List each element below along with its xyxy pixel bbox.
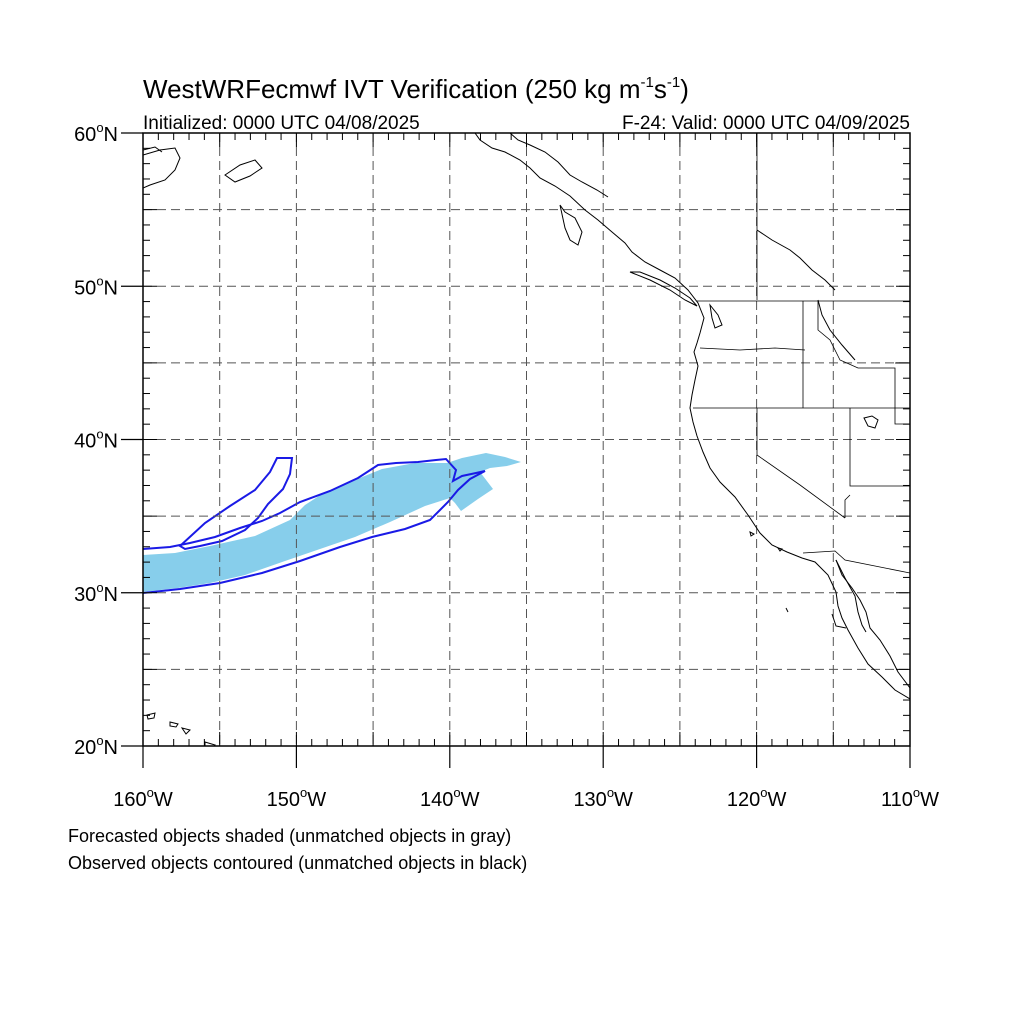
lat-label-20: 20oN (74, 733, 118, 759)
lon-label-150: 150oW (267, 785, 327, 811)
lat-label-60: 60oN (74, 120, 118, 146)
lat-label-50: 50oN (74, 273, 118, 299)
lon-label-120: 120oW (727, 785, 787, 811)
footer-observed-note: Observed objects contoured (unmatched ob… (68, 853, 528, 873)
lat-label-30: 30oN (74, 580, 118, 606)
axis-ticks (143, 133, 910, 746)
observed-ivt-contour-main (143, 457, 486, 594)
observed-ivt-contour-secondary (178, 457, 294, 551)
coastlines (143, 133, 910, 746)
lat-label-40: 40oN (74, 427, 118, 453)
footer-forecast-note: Forecasted objects shaded (unmatched obj… (68, 826, 512, 846)
lon-label-160: 160oW (113, 785, 173, 811)
initialized-label: Initialized: 0000 UTC 04/08/2025 (143, 113, 420, 134)
latitude-labels: 60oN 50oN 40oN 30oN 20oN (74, 120, 143, 759)
longitude-labels: 160oW 150oW 140oW 130oW 120oW 110oW (113, 746, 939, 811)
lon-label-110: 110oW (881, 785, 939, 811)
lat-lon-gridlines (143, 133, 910, 746)
forecast-ivt-object (143, 453, 521, 592)
plot-area (143, 133, 910, 746)
figure-title: WestWRFecmwf IVT Verification (250 kg m-… (143, 74, 689, 104)
lon-label-140: 140oW (420, 785, 480, 811)
valid-time-label: F-24: Valid: 0000 UTC 04/09/2025 (622, 113, 910, 134)
political-boundaries (693, 133, 910, 574)
lon-label-130: 130oW (573, 785, 633, 811)
